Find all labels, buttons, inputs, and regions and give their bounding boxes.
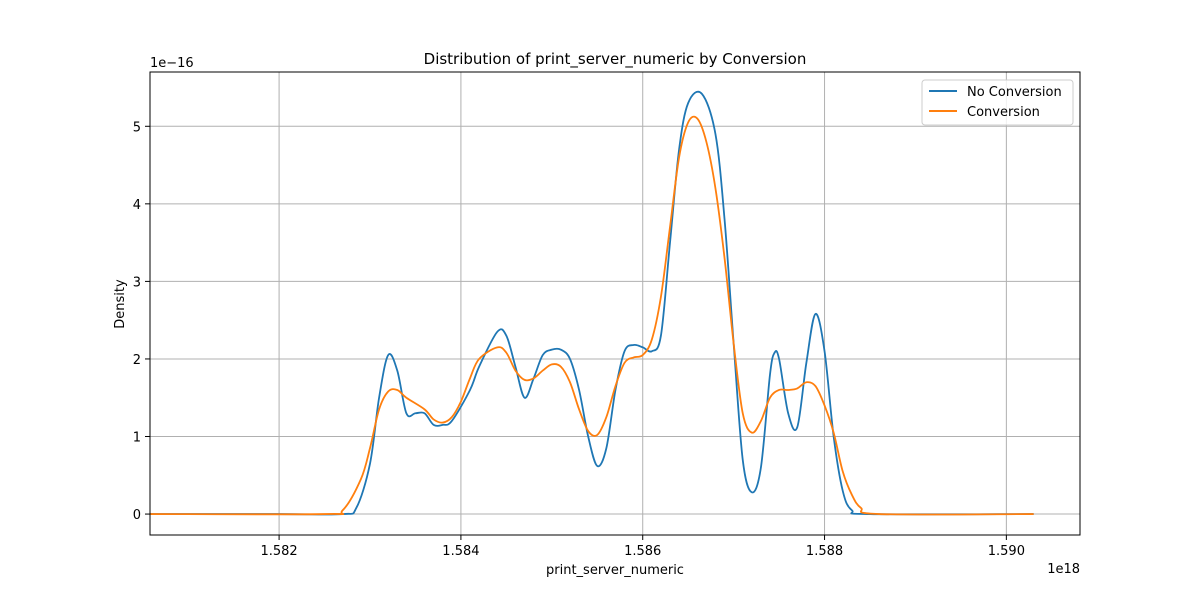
legend-label-conversion: Conversion [967, 105, 1040, 120]
legend: No Conversion Conversion [921, 79, 1074, 126]
y-tick-label: 1 [133, 431, 141, 446]
x-tick-label: 1.590 [988, 544, 1025, 559]
x-tick-label: 1.588 [806, 544, 843, 559]
x-axis-label: print_server_numeric [546, 563, 684, 578]
y-tick-label: 4 [133, 198, 141, 213]
y-tick-label: 0 [133, 508, 141, 523]
y-axis-label: Density [113, 279, 128, 329]
chart-title: Distribution of print_server_numeric by … [424, 50, 807, 69]
plot-frame [149, 71, 1081, 536]
series-line-conversion [149, 115, 1034, 516]
y-axis-scale-label: 1e−16 [150, 56, 194, 71]
x-tick-label: 1.582 [260, 544, 297, 559]
y-tick-label: 5 [133, 120, 141, 135]
x-tick-label: 1.586 [624, 544, 661, 559]
grid-lines [150, 72, 1080, 535]
y-tick-label: 3 [133, 275, 141, 290]
y-tick-label: 2 [133, 353, 141, 368]
x-axis-scale-label: 1e18 [1047, 562, 1080, 577]
series-line-no-conversion [150, 90, 1034, 516]
legend-label-no-conversion: No Conversion [967, 85, 1062, 100]
axis-ticks: 1.582 1.584 1.586 1.588 1.590 0 1 2 3 4 5 [133, 120, 1025, 559]
legend-box [921, 79, 1074, 126]
series-lines [149, 90, 1034, 516]
x-tick-label: 1.584 [442, 544, 479, 559]
